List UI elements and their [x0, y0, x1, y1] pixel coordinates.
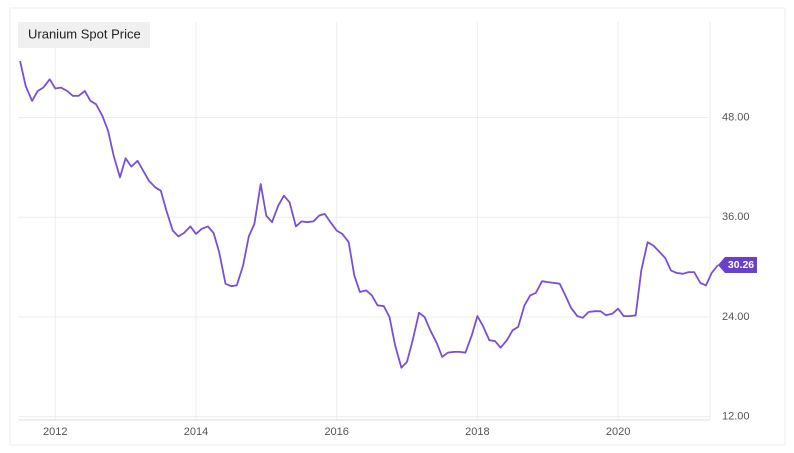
x-tick-label: 2012	[43, 426, 67, 438]
x-tick-label: 2020	[606, 426, 630, 438]
chart-title: Uranium Spot Price	[28, 26, 141, 41]
title-box	[18, 22, 150, 48]
last-value-label: 30.26	[728, 259, 754, 271]
x-tick-label: 2016	[324, 426, 348, 438]
x-tick-label: 2014	[184, 426, 208, 438]
last-value-badge	[718, 256, 757, 273]
y-tick-label: 12.00	[722, 411, 750, 423]
x-tick-label: 2018	[465, 426, 489, 438]
y-tick-label: 24.00	[722, 311, 750, 323]
line-series	[19, 60, 719, 369]
y-tick-label: 48.00	[722, 111, 750, 123]
card	[9, 7, 786, 446]
y-tick-label: 36.00	[722, 211, 750, 223]
